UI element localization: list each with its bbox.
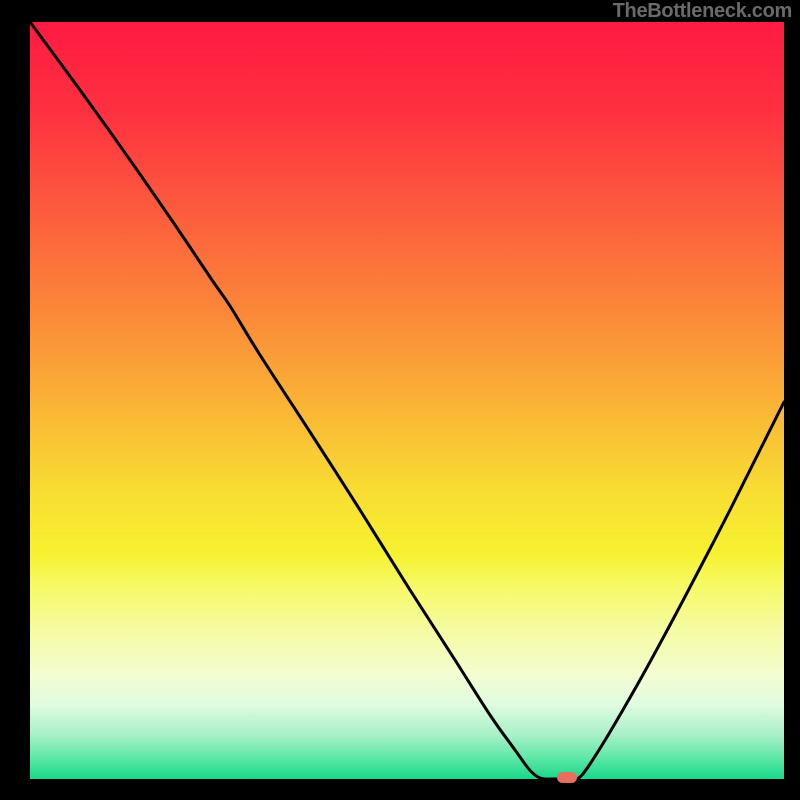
watermark-text: TheBottleneck.com bbox=[613, 0, 792, 23]
bottleneck-curve-chart bbox=[0, 0, 800, 800]
optimal-point-marker bbox=[557, 772, 577, 783]
chart-container: TheBottleneck.com bbox=[0, 0, 800, 800]
plot-background bbox=[30, 22, 784, 780]
